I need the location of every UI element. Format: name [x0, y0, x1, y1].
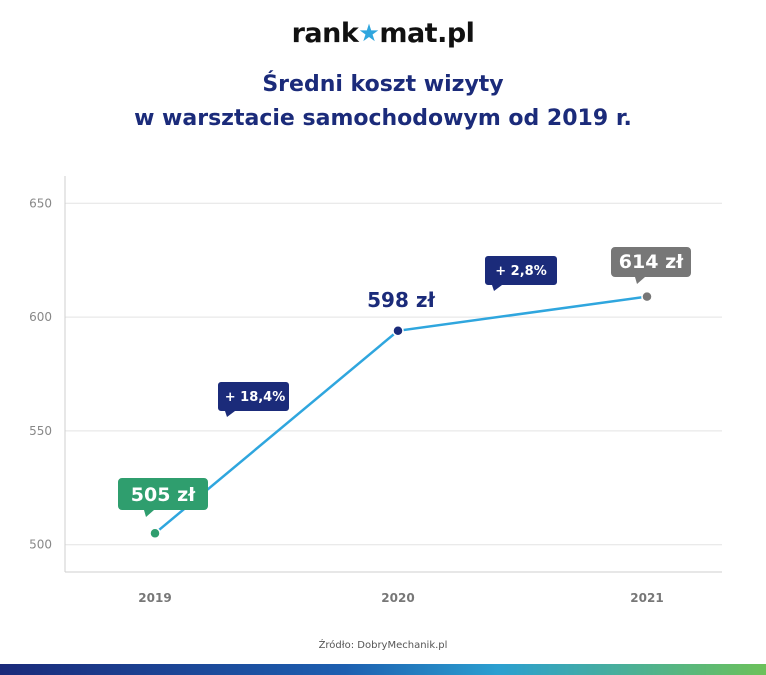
- y-tick-label: 600: [29, 310, 52, 324]
- star-icon: ★: [358, 19, 380, 47]
- change-badge-2019-2020: [218, 382, 289, 417]
- y-tick-label: 500: [29, 538, 52, 552]
- change-label-2020-2021: + 2,8%: [495, 264, 546, 279]
- change-label-2019-2020: + 18,4%: [225, 390, 286, 405]
- value-label-2021: 614 zł: [619, 251, 684, 273]
- y-tick-label: 650: [29, 196, 52, 210]
- value-badge-2019: [118, 478, 208, 517]
- data-point: [392, 325, 404, 337]
- data-point: [641, 290, 653, 303]
- logo: rank★mat.pl: [291, 18, 475, 49]
- change-badge-2020-2021: [485, 256, 557, 291]
- chart-title-line-1: Średni koszt wizyty: [262, 72, 504, 97]
- x-tick-label: 2020: [381, 591, 414, 605]
- value-label-2019: 505 zł: [131, 484, 196, 506]
- bottom-gradient-bar: [0, 664, 766, 675]
- source-note: Źródło: DobryMechanik.pl: [318, 640, 448, 651]
- data-point: [149, 527, 161, 540]
- x-tick-label: 2021: [630, 591, 663, 605]
- value-badge-2021: [611, 247, 691, 284]
- chart-title-line-2: w warsztacie samochodowym od 2019 r.: [134, 106, 632, 131]
- value-label-2020: 598 zł: [367, 288, 435, 312]
- y-tick-label: 550: [29, 424, 52, 438]
- x-tick-label: 2019: [138, 591, 171, 605]
